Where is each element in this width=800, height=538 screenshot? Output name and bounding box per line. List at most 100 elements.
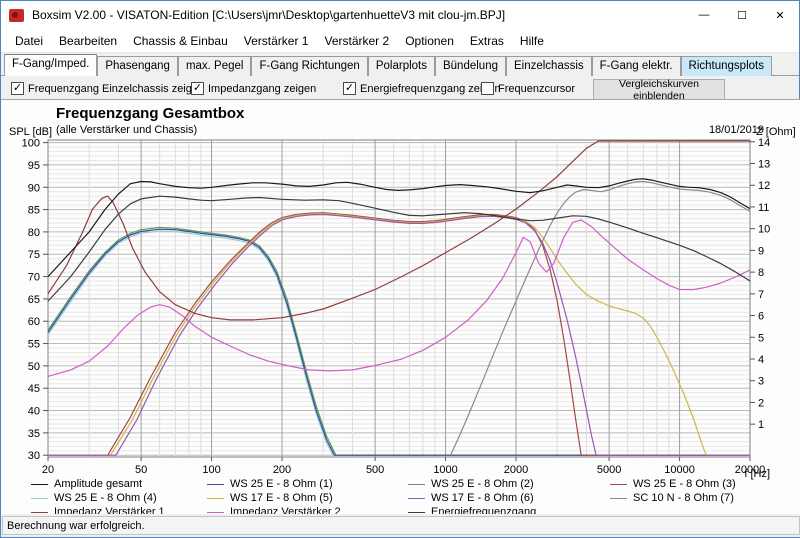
- tab-einzelchassis[interactable]: Einzelchassis: [505, 56, 592, 76]
- checkbox-impedanzgang-zeigen[interactable]: ✓ Impedanzgang zeigen: [191, 82, 316, 95]
- axis-tick-label: 200: [273, 464, 291, 476]
- legend-item-ws-25-e-8-ohm-3-: WS 25 E - 8 Ohm (3): [610, 478, 736, 490]
- axis-tick-label: 50: [28, 361, 40, 373]
- axis-tick-label: 3: [758, 376, 764, 388]
- axis-tick-label: 60: [28, 316, 40, 328]
- legend-swatch: [31, 511, 48, 513]
- title-bar: Boxsim V2.00 - VISATON-Edition [C:\Users…: [1, 1, 799, 29]
- tab-polarplots[interactable]: Polarplots: [367, 56, 435, 76]
- legend-item-sc-10-n-8-ohm-7-: SC 10 N - 8 Ohm (7): [610, 492, 734, 504]
- axis-tick-label: 1000: [433, 464, 457, 476]
- axis-tick-label: 75: [28, 249, 40, 261]
- series-ws-25-e-8-ohm-4-: [47, 230, 750, 456]
- axis-tick-label: 4: [758, 354, 764, 366]
- checkbox-label: Impedanzgang zeigen: [208, 82, 317, 95]
- axis-tick-label: 10: [758, 224, 770, 236]
- checkbox-box[interactable]: ✓: [343, 82, 356, 95]
- menu-verst-rker-2[interactable]: Verstärker 2: [324, 33, 390, 48]
- legend-item-ws-17-e-8-ohm-5-: WS 17 E - 8 Ohm (5): [207, 492, 333, 504]
- axis-tick-label: 100: [202, 464, 220, 476]
- compare-curves-button[interactable]: Vergleichskurven einblenden: [593, 78, 725, 102]
- axis-tick-label: 1: [758, 419, 764, 431]
- axis-tick-label: 9: [758, 245, 764, 257]
- axis-tick-label: 30: [28, 450, 40, 462]
- status-bar: Berechnung war erfolgreich.: [1, 514, 800, 537]
- maximize-button[interactable]: ☐: [737, 9, 747, 22]
- checkbox-frequenzgang-einzelchassis-zeigen[interactable]: ✓ Frequenzgang Einzelchassis zeigen: [11, 82, 204, 95]
- legend-item-amplitude-gesamt: Amplitude gesamt: [31, 478, 142, 490]
- minimize-button[interactable]: —: [698, 9, 710, 21]
- axis-tick-label: 13: [758, 159, 770, 171]
- legend-label: WS 25 E - 8 Ohm (4): [54, 492, 157, 504]
- legend-label: SC 10 N - 8 Ohm (7): [633, 492, 734, 504]
- checkbox-label: Frequenzcursor: [498, 82, 576, 95]
- menu-verst-rker-1[interactable]: Verstärker 1: [243, 33, 309, 48]
- legend-item-ws-25-e-8-ohm-2-: WS 25 E - 8 Ohm (2): [408, 478, 534, 490]
- menu-hilfe[interactable]: Hilfe: [519, 33, 544, 48]
- checkbox-energiefrequenzgang-zeigen[interactable]: ✓ Energiefrequenzgang zeigen: [343, 82, 501, 95]
- axis-tick-label: 12: [758, 180, 770, 192]
- series-ws-25-e-8-ohm-1-: [47, 228, 750, 456]
- legend-swatch: [207, 511, 224, 513]
- tab-max-pegel[interactable]: max. Pegel: [177, 56, 252, 76]
- menu-bearbeiten[interactable]: Bearbeiten: [59, 33, 118, 48]
- axis-tick-label: 50: [135, 464, 147, 476]
- axis-tick-label: 35: [28, 428, 40, 440]
- legend-item-ws-25-e-8-ohm-1-: WS 25 E - 8 Ohm (1): [207, 478, 333, 490]
- menu-chassis-einbau[interactable]: Chassis & Einbau: [133, 33, 228, 48]
- legend-label: WS 17 E - 8 Ohm (5): [230, 492, 333, 504]
- axis-tick-label: 11: [758, 202, 769, 214]
- series-sc-10-n-8-ohm-7-: [449, 180, 751, 456]
- axis-tick-label: 85: [28, 205, 40, 217]
- series-ws-25-e-8-ohm-3-: [48, 212, 750, 456]
- series-ws-17-e-8-ohm-6-: [48, 213, 750, 456]
- tab-strip: F-Gang/Imped. Phasengang max. Pegel F-Gang …: [1, 53, 799, 76]
- chart-title: Frequenzgang Gesamtbox: [56, 105, 245, 122]
- tab-f-gang-elektr-[interactable]: F-Gang elektr.: [591, 56, 681, 76]
- legend-swatch: [31, 483, 48, 485]
- legend-label: WS 25 E - 8 Ohm (2): [431, 478, 534, 490]
- tab-phasengang[interactable]: Phasengang: [97, 56, 178, 76]
- axis-tick-label: 20: [42, 464, 54, 476]
- menu-extras[interactable]: Extras: [469, 33, 504, 48]
- checkbox-box[interactable]: ✓: [11, 82, 24, 95]
- menu-bar: Datei Bearbeiten Chassis & Einbau Verstärke…: [1, 29, 799, 53]
- axis-tick-label: 10000: [664, 464, 695, 476]
- series-energiefrequenzgang: [47, 195, 751, 302]
- axis-tick-label: 70: [28, 272, 40, 284]
- axis-tick-label: 90: [28, 182, 40, 194]
- axis-tick-label: 100: [22, 138, 40, 150]
- axis-tick-label: 2000: [504, 464, 528, 476]
- axis-tick-label: 5000: [597, 464, 621, 476]
- chart-subtitle: (alle Verstärker und Chassis): [56, 124, 198, 136]
- tab-richtungsplots[interactable]: Richtungsplots: [680, 56, 772, 76]
- axis-tick-label: 95: [28, 160, 40, 172]
- axis-tick-label: 45: [28, 383, 40, 395]
- series-impedanz-verst-rker-2: [47, 219, 751, 377]
- legend-swatch: [610, 483, 627, 485]
- axis-tick-label: 500: [366, 464, 384, 476]
- legend-label: Amplitude gesamt: [54, 478, 143, 490]
- menu-datei[interactable]: Datei: [15, 33, 44, 48]
- checkbox-box[interactable]: ✓: [191, 82, 204, 95]
- legend-label: WS 25 E - 8 Ohm (1): [230, 478, 333, 490]
- chart-date: 18/01/2019: [708, 124, 764, 136]
- tab-b-ndelung[interactable]: Bündelung: [434, 56, 506, 76]
- x-axis-unit-label: f [Hz]: [744, 468, 770, 480]
- axis-tick-label: 6: [758, 311, 764, 323]
- axis-tick-label: 5: [758, 332, 764, 344]
- checkbox-frequenzcursor[interactable]: Frequenzcursor: [481, 82, 575, 95]
- close-button[interactable]: ✕: [775, 9, 785, 22]
- axis-tick-label: SPL [dB]: [9, 126, 52, 138]
- series-ws-25-e-8-ohm-2-: [47, 226, 750, 456]
- app-icon: [9, 8, 24, 22]
- option-row: Vergleichskurven einblenden ✓ Frequenzgan…: [1, 76, 799, 103]
- window-title: Boxsim V2.00 - VISATON-Edition [C:\Users…: [32, 8, 506, 22]
- menu-optionen[interactable]: Optionen: [405, 33, 454, 48]
- tab-f-gang-imped-[interactable]: F-Gang/Imped.: [4, 54, 98, 76]
- checkbox-box[interactable]: [481, 82, 494, 95]
- checkbox-label: Energiefrequenzgang zeigen: [360, 82, 501, 95]
- tab-f-gang-richtungen[interactable]: F-Gang Richtungen: [251, 56, 368, 76]
- status-message: Berechnung war erfolgreich.: [2, 516, 800, 535]
- legend-item-ws-17-e-8-ohm-6-: WS 17 E - 8 Ohm (6): [408, 492, 534, 504]
